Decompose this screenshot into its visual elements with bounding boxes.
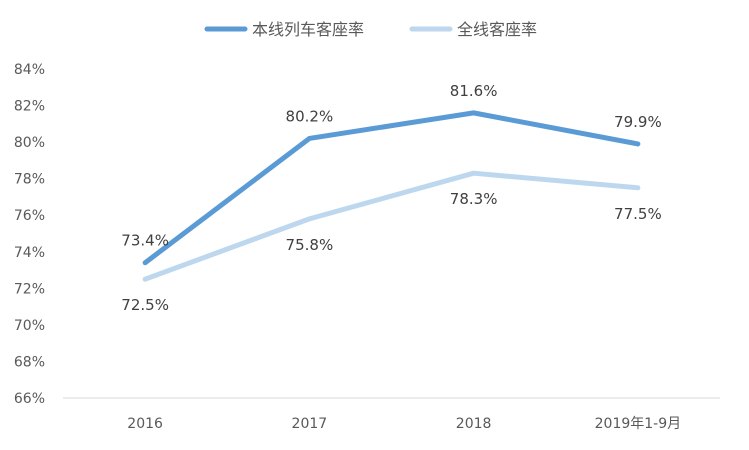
- data-label-series-0: 81.6%: [450, 82, 498, 100]
- y-tick-label: 84%: [14, 62, 45, 78]
- legend-item-series-0: 本线列车客座率: [204, 20, 364, 39]
- y-axis: 84% 82% 80% 78% 76% 74% 72% 70% 68% 66%: [14, 62, 45, 407]
- x-tick-label: 2017: [292, 416, 328, 432]
- y-tick-label: 68%: [14, 354, 45, 370]
- data-label-series-1: 78.3%: [450, 190, 498, 208]
- y-tick-label: 80%: [14, 135, 45, 151]
- y-tick-label: 78%: [14, 172, 45, 188]
- x-axis: 2016 2017 2018 2019年1-9月: [127, 416, 681, 432]
- y-tick-label: 82%: [14, 99, 45, 115]
- data-label-series-0: 73.4%: [121, 232, 169, 250]
- data-label-series-1: 72.5%: [121, 296, 169, 314]
- y-tick-label: 70%: [14, 318, 45, 334]
- data-label-series-1: 75.8%: [286, 236, 334, 254]
- series-line-1: [142, 170, 641, 282]
- data-label-series-0: 79.9%: [614, 113, 662, 131]
- x-tick-label: 2016: [127, 416, 163, 432]
- data-label-series-0: 80.2%: [286, 107, 334, 125]
- legend-item-series-1: 全线客座率: [409, 20, 537, 39]
- x-tick-label: 2018: [456, 416, 492, 432]
- series-line-0: [142, 110, 641, 266]
- data-label-series-1: 77.5%: [614, 205, 662, 223]
- legend-label-series-0: 本线列车客座率: [252, 20, 364, 39]
- series-lines: [142, 110, 641, 282]
- y-tick-label: 66%: [14, 391, 45, 407]
- x-tick-label: 2019年1-9月: [595, 416, 682, 432]
- y-tick-label: 74%: [14, 245, 45, 261]
- y-tick-label: 76%: [14, 208, 45, 224]
- legend: 本线列车客座率 全线客座率: [204, 20, 537, 39]
- y-tick-label: 72%: [14, 281, 45, 297]
- data-labels: 73.4% 80.2% 81.6% 79.9% 72.5% 75.8% 78.3% 77.5%: [121, 82, 661, 314]
- legend-label-series-1: 全线客座率: [457, 20, 537, 39]
